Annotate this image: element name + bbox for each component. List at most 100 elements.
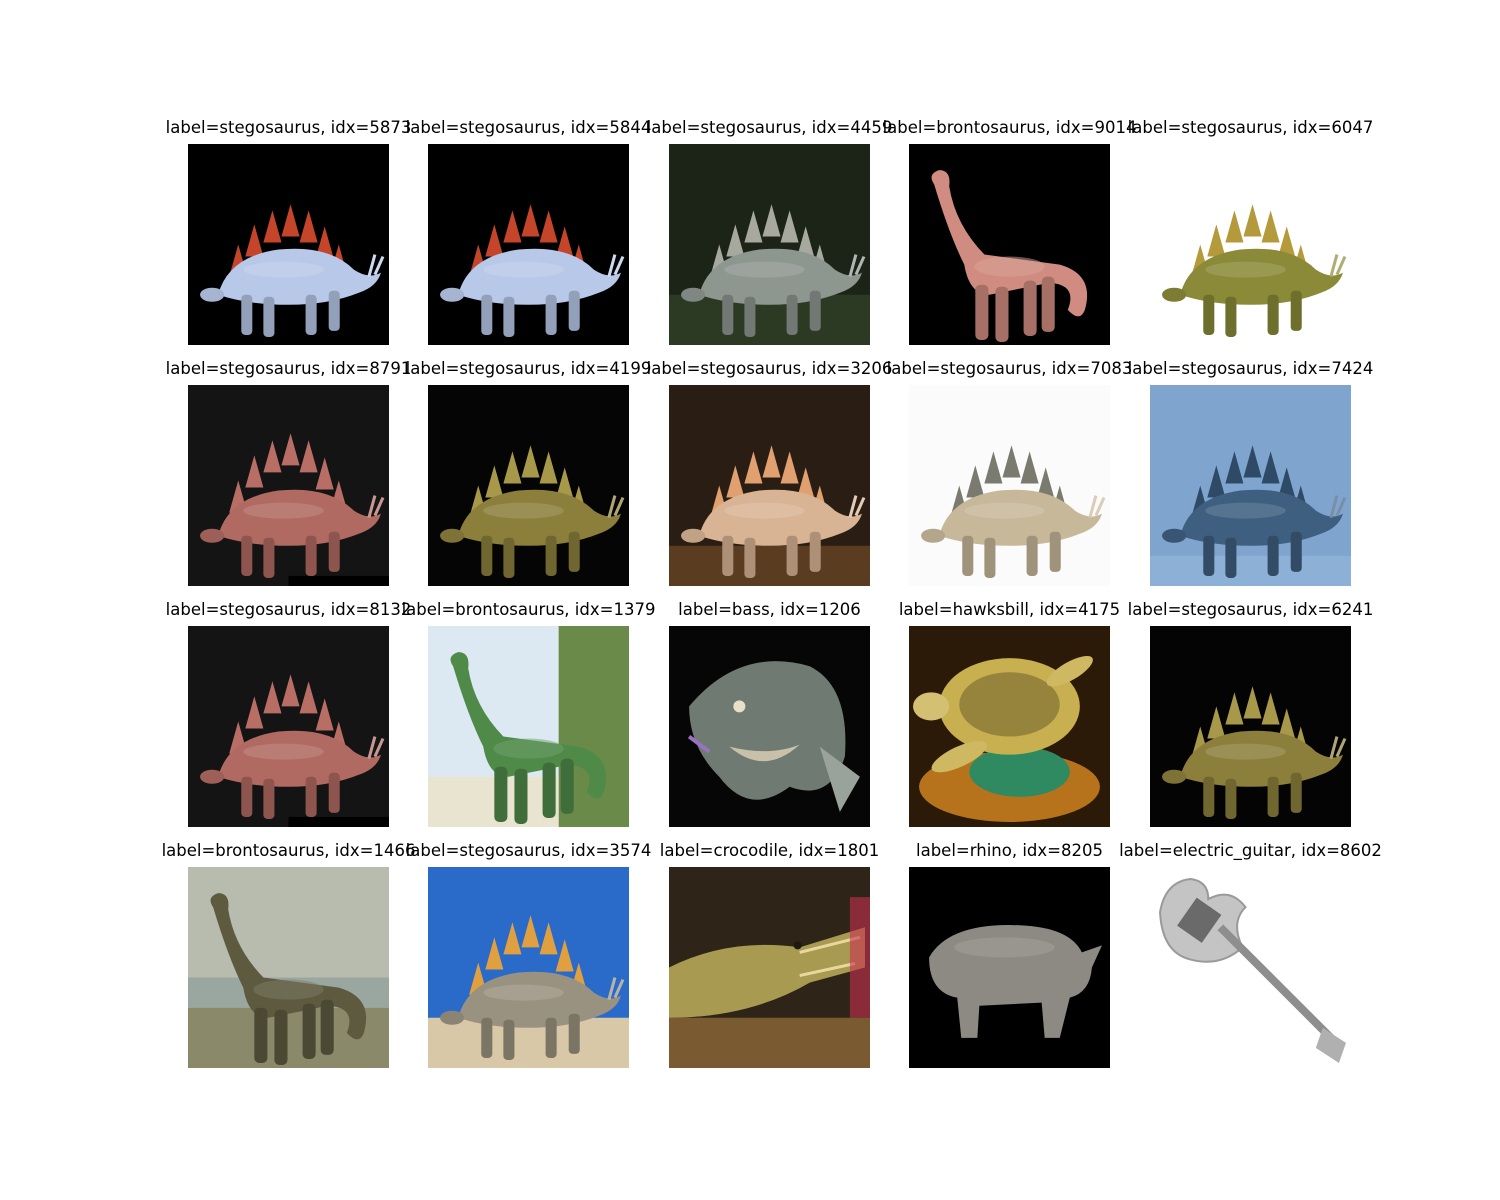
panel-title: label=stegosaurus, idx=7424 xyxy=(1127,359,1374,378)
plate-shape xyxy=(299,440,318,473)
plate-shape xyxy=(485,465,504,498)
plate-shape xyxy=(780,451,799,484)
thumbnail-image xyxy=(428,144,629,345)
image-background xyxy=(188,144,389,345)
plate-shape xyxy=(281,204,300,237)
plate-shape xyxy=(1225,210,1244,243)
plate-shape xyxy=(245,224,264,257)
thumbnail-image xyxy=(428,867,629,1068)
panel-title: label=stegosaurus, idx=6047 xyxy=(1127,118,1374,137)
panel-title: label=bass, idx=1206 xyxy=(678,600,861,619)
thumbnail-image xyxy=(1150,867,1351,1068)
panel: label=stegosaurus, idx=6241 xyxy=(1128,600,1373,827)
plate-shape xyxy=(521,445,540,478)
plate-shape xyxy=(744,210,763,243)
panel-title: label=stegosaurus, idx=5844 xyxy=(405,118,652,137)
plate-shape xyxy=(1207,465,1226,498)
plate-shape xyxy=(521,915,540,948)
image-background xyxy=(188,626,389,827)
thumbnail-image xyxy=(669,385,870,586)
panel-title: label=stegosaurus, idx=7083 xyxy=(886,359,1133,378)
thumbnail-image xyxy=(909,385,1110,586)
panel-title: label=stegosaurus, idx=3574 xyxy=(405,841,652,860)
panel: label=stegosaurus, idx=6047 xyxy=(1128,118,1373,345)
thumbnail-image xyxy=(428,385,629,586)
plate-shape xyxy=(1261,692,1280,725)
plate-shape xyxy=(555,226,574,259)
panel-title: label=stegosaurus, idx=8132 xyxy=(165,600,412,619)
plate-shape xyxy=(503,922,522,955)
plate-shape xyxy=(780,210,799,243)
panel: label=stegosaurus, idx=8791 xyxy=(166,359,411,586)
plate-shape xyxy=(1261,451,1280,484)
plate-shape xyxy=(726,224,745,257)
image-background xyxy=(1150,385,1351,586)
panel-title: label=rhino, idx=8205 xyxy=(916,841,1103,860)
thumbnail-image xyxy=(909,626,1110,827)
thumbnail-image xyxy=(669,144,870,345)
plate-shape xyxy=(245,455,264,488)
plate-shape xyxy=(1277,226,1296,259)
thumbnail-image xyxy=(188,867,389,1068)
panel-title: label=brontosaurus, idx=1466 xyxy=(161,841,416,860)
plate-shape xyxy=(263,210,282,243)
panel: label=rhino, idx=8205 xyxy=(909,841,1110,1068)
plate-shape xyxy=(1207,706,1226,739)
thumbnail-image xyxy=(669,867,870,1068)
panel-title: label=stegosaurus, idx=5873 xyxy=(165,118,412,137)
plate-shape xyxy=(503,451,522,484)
thumbnail-image xyxy=(188,385,389,586)
thumbnail-image xyxy=(1150,144,1351,345)
plate-shape xyxy=(503,210,522,243)
panel: label=stegosaurus, idx=4459 xyxy=(647,118,892,345)
thumbnail-image xyxy=(1150,626,1351,827)
plate-shape xyxy=(1243,204,1262,237)
plate-shape xyxy=(263,440,282,473)
plate-shape xyxy=(555,467,574,500)
image-background xyxy=(428,144,629,345)
plate-shape xyxy=(281,674,300,707)
panel-title: label=stegosaurus, idx=4459 xyxy=(646,118,893,137)
image-background xyxy=(1150,626,1351,827)
panel: label=bass, idx=1206 xyxy=(669,600,870,827)
image-background xyxy=(428,385,629,586)
plate-shape xyxy=(315,457,334,490)
plate-shape xyxy=(299,681,318,714)
plate-shape xyxy=(539,922,558,955)
plate-shape xyxy=(315,226,334,259)
plate-shape xyxy=(1277,708,1296,741)
plate-shape xyxy=(521,204,540,237)
panel-title: label=crocodile, idx=1801 xyxy=(659,841,880,860)
plate-shape xyxy=(744,451,763,484)
panel: label=crocodile, idx=1801 xyxy=(660,841,879,1068)
panel: label=stegosaurus, idx=7083 xyxy=(887,359,1132,586)
plate-shape xyxy=(966,465,985,498)
plate-shape xyxy=(762,445,781,478)
panel: label=brontosaurus, idx=1379 xyxy=(402,600,655,827)
image-background xyxy=(909,385,1110,586)
plate-shape xyxy=(1243,686,1262,719)
plate-shape xyxy=(245,696,264,729)
panel: label=hawksbill, idx=4175 xyxy=(899,600,1120,827)
thumbnail-image xyxy=(188,144,389,345)
plate-shape xyxy=(796,226,815,259)
panel-title: label=brontosaurus, idx=9014 xyxy=(882,118,1137,137)
panel: label=stegosaurus, idx=8132 xyxy=(166,600,411,827)
panel: label=stegosaurus, idx=5873 xyxy=(166,118,411,345)
plate-shape xyxy=(762,204,781,237)
thumbnail-image xyxy=(428,626,629,827)
plate-shape xyxy=(1020,451,1039,484)
plate-shape xyxy=(299,210,318,243)
plate-shape xyxy=(984,451,1003,484)
panel: label=electric_guitar, idx=8602 xyxy=(1119,841,1382,1068)
panel: label=stegosaurus, idx=4199 xyxy=(406,359,651,586)
plate-shape xyxy=(485,937,504,970)
thumbnail-image xyxy=(188,626,389,827)
panel-title: label=brontosaurus, idx=1379 xyxy=(401,600,656,619)
thumbnail-image xyxy=(909,867,1110,1068)
plate-shape xyxy=(1207,224,1226,257)
plate-shape xyxy=(555,939,574,972)
panel: label=stegosaurus, idx=3574 xyxy=(406,841,651,1068)
plate-shape xyxy=(315,698,334,731)
panel-title: label=electric_guitar, idx=8602 xyxy=(1119,841,1382,860)
